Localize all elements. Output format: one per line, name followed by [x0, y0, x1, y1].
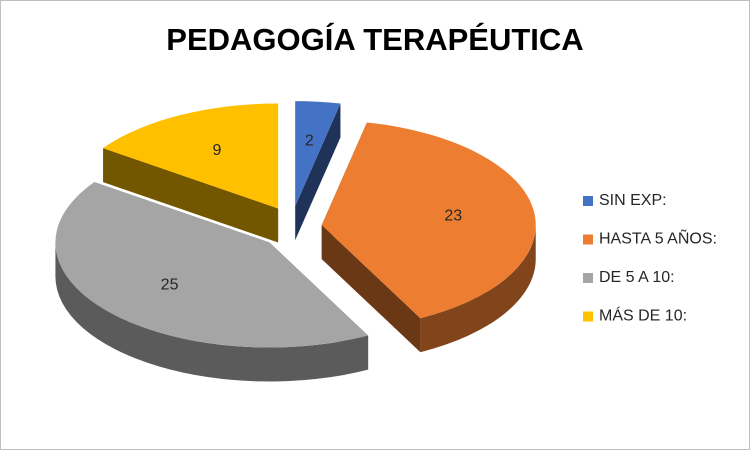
legend-swatch	[583, 311, 593, 322]
slice	[55, 182, 369, 348]
legend-label: SIN EXP:	[599, 192, 667, 209]
slice-face	[321, 225, 421, 353]
slice-side	[103, 148, 279, 243]
legend-label: DE 5 A 10:	[599, 269, 675, 286]
slice-face	[103, 148, 279, 243]
chart-title: PEDAGOGÍA TERAPÉUTICA	[166, 22, 583, 57]
slice-wall	[420, 225, 536, 353]
legend-swatch	[583, 273, 593, 283]
legend-swatch	[583, 196, 593, 206]
slice	[103, 103, 279, 209]
legend-label: MÁS DE 10:	[599, 306, 687, 325]
data-label: 2	[305, 133, 314, 150]
legend-label: HASTA 5 AÑOS:	[599, 228, 717, 248]
data-label: 25	[161, 277, 179, 294]
slice-face	[295, 103, 341, 241]
data-label: 23	[444, 208, 462, 225]
legend-swatch	[583, 234, 593, 245]
slice	[295, 101, 341, 207]
slice	[321, 122, 536, 319]
data-label: 9	[213, 142, 222, 159]
slice-side	[295, 103, 341, 241]
slice-wall	[55, 242, 369, 382]
